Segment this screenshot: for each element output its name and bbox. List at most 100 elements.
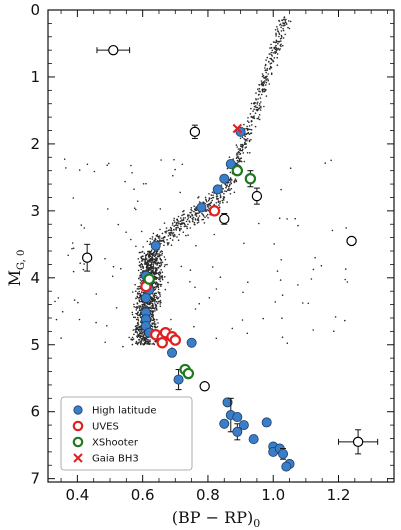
field-star [267, 79, 270, 82]
field-star [156, 297, 159, 300]
field-star [152, 253, 154, 256]
field-star [219, 202, 221, 204]
field-star [274, 48, 277, 51]
field-star [197, 217, 200, 219]
field-star [67, 254, 69, 257]
field-star [269, 47, 271, 49]
field-star [279, 38, 282, 40]
field-star [209, 204, 212, 207]
field-star [173, 217, 175, 220]
field-star [136, 288, 139, 290]
field-star [231, 179, 233, 181]
field-star [255, 105, 257, 107]
field-star [277, 42, 279, 45]
field-star [136, 332, 139, 334]
field-star [205, 210, 208, 212]
field-star [266, 67, 269, 70]
field-star [161, 254, 163, 256]
high-latitude-point [219, 173, 230, 184]
field-star [284, 20, 287, 22]
field-star [152, 267, 155, 270]
field-star [281, 24, 283, 27]
field-star [273, 47, 276, 50]
field-star [248, 121, 250, 124]
field-star [139, 264, 142, 266]
field-star [275, 33, 277, 36]
field-star [140, 230, 143, 233]
field-star [274, 52, 277, 55]
field-star [275, 39, 278, 42]
field-star [73, 299, 76, 301]
field-star [142, 335, 144, 338]
field-star [245, 146, 247, 148]
field-star [152, 319, 155, 322]
field-star [154, 326, 156, 329]
field-star [157, 291, 159, 293]
field-star [250, 138, 252, 141]
field-star [151, 259, 153, 261]
field-star [240, 160, 243, 163]
field-star [244, 143, 247, 145]
field-star [152, 254, 154, 257]
legend-label: Gaia BH3 [92, 454, 139, 465]
field-star [170, 328, 172, 330]
field-star [294, 217, 297, 220]
field-star [260, 105, 262, 108]
field-star [131, 343, 134, 346]
field-star [275, 49, 278, 52]
field-star [186, 227, 188, 230]
field-star [270, 51, 273, 54]
field-star [266, 69, 268, 72]
field-star [162, 237, 165, 239]
field-star [151, 319, 154, 322]
x-tick-label: 1.2 [327, 486, 351, 504]
field-star [169, 229, 171, 231]
field-star [149, 340, 151, 343]
field-star [139, 309, 142, 312]
y-tick-label: 4 [30, 269, 40, 287]
field-star [153, 343, 155, 346]
field-star [272, 52, 275, 54]
field-star [157, 283, 160, 285]
field-star [249, 132, 252, 135]
field-star [135, 327, 138, 330]
field-star [166, 242, 169, 244]
field-star [93, 170, 96, 173]
field-star [233, 181, 236, 184]
field-star [137, 318, 139, 321]
field-star [246, 129, 249, 131]
field-star [208, 297, 211, 299]
field-star [258, 107, 261, 109]
field-star [140, 343, 142, 346]
field-star [107, 208, 109, 210]
field-star [237, 161, 239, 164]
x-tick-label: 0.8 [196, 486, 220, 504]
field-star [159, 228, 161, 231]
field-star [160, 264, 162, 267]
field-star [276, 53, 279, 55]
field-star [160, 277, 162, 279]
field-star [139, 335, 142, 337]
field-star [152, 232, 155, 235]
field-star [108, 162, 110, 165]
field-star [197, 221, 200, 223]
field-star [135, 290, 137, 293]
field-star [149, 300, 152, 303]
high-latitude-point [278, 448, 289, 459]
field-star [230, 187, 233, 190]
field-star [189, 269, 192, 271]
field-star [235, 157, 238, 159]
field-star [131, 291, 134, 293]
field-star [160, 269, 162, 271]
uves-point [208, 205, 221, 217]
field-star [275, 32, 277, 35]
field-star [258, 93, 260, 96]
field-star [138, 251, 141, 254]
field-star [146, 260, 149, 262]
field-star [252, 117, 254, 119]
field-star [155, 253, 158, 255]
field-star [154, 253, 156, 255]
field-star [183, 213, 185, 216]
field-star [243, 242, 245, 245]
high-latitude-point [150, 240, 161, 251]
